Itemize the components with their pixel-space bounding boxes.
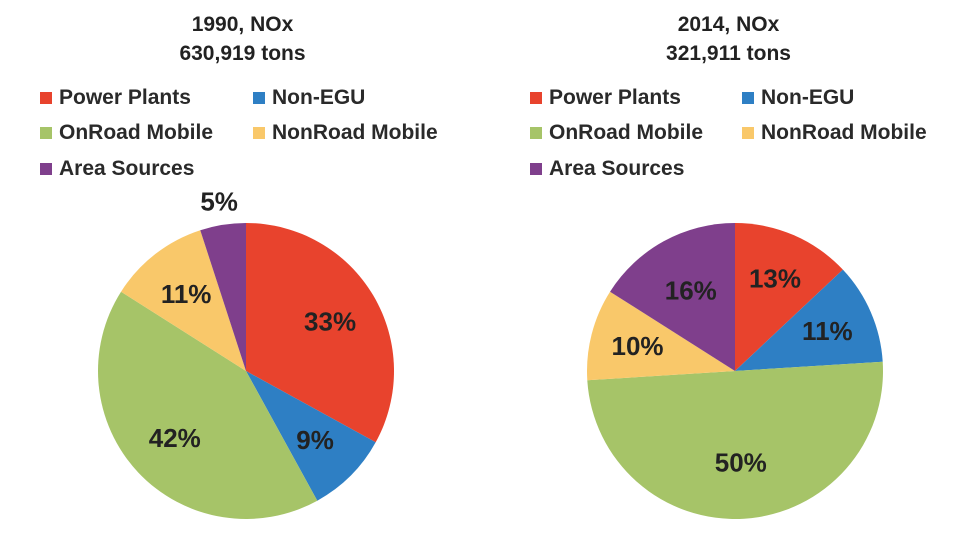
pie-slice-area-sources <box>610 223 735 371</box>
legend-label: OnRoad Mobile <box>549 121 703 144</box>
legend-label: Non-EGU <box>272 86 366 109</box>
pie-plot: 33% 9% 42% 11% 5% <box>97 186 395 519</box>
legend-item-power-plants: Power Plants <box>530 86 681 110</box>
legend-label: Power Plants <box>549 86 681 109</box>
pie-label-non-egu: 9% <box>296 425 334 455</box>
pie-slice-onroad-mobile <box>587 361 883 519</box>
chart-title-line-2: 630,919 tons <box>179 42 306 65</box>
pie-label-onroad-mobile: 50% <box>715 448 767 478</box>
pie-plot: 13%11% 50% 10%16% <box>587 223 883 519</box>
pie-slice-nonroad-mobile <box>587 291 735 381</box>
legend-swatch <box>40 127 52 139</box>
legend-swatch <box>253 127 265 139</box>
chart-title: 1990, NOx 630,919 tons <box>0 10 485 68</box>
chart-title-line-1: 2014, NOx <box>677 13 780 36</box>
legend-swatch <box>40 163 52 175</box>
legend-label: NonRoad Mobile <box>272 121 438 144</box>
chart-title: 2014, NOx 321,911 tons <box>486 10 971 68</box>
pie-slice-nonroad-mobile <box>121 230 246 371</box>
pie-chart-2014: 2014, NOx 321,911 tons Power Plants Non-… <box>486 0 971 551</box>
pie-label-onroad-mobile: 42% <box>149 423 201 453</box>
legend-label: Area Sources <box>549 157 685 180</box>
legend-item-nonroad-mobile: NonRoad Mobile <box>742 121 927 145</box>
pie-slice-non-egu <box>735 269 883 371</box>
pie-label-area-sources: 5% <box>200 186 238 216</box>
legend-item-onroad-mobile: OnRoad Mobile <box>530 121 703 145</box>
pie-label-nonroad-mobile: 10% <box>611 331 663 361</box>
legend-item-onroad-mobile: OnRoad Mobile <box>40 121 213 145</box>
legend-label: Power Plants <box>59 86 191 109</box>
legend-item-non-egu: Non-EGU <box>253 86 365 110</box>
pie-slice-non-egu <box>246 371 376 501</box>
pie-label-area-sources: 16% <box>665 276 717 306</box>
pie-label-nonroad-mobile: 11% <box>161 279 212 309</box>
legend-item-non-egu: Non-EGU <box>742 86 854 110</box>
legend-item-area-sources: Area Sources <box>40 157 194 181</box>
legend-swatch <box>530 92 542 104</box>
pie-label-non-egu: 11% <box>802 316 853 346</box>
pie-slice-onroad-mobile <box>97 291 318 519</box>
legend-label: OnRoad Mobile <box>59 121 213 144</box>
legend-label: Area Sources <box>59 157 195 180</box>
pie-label-power-plants: 33% <box>304 306 356 336</box>
legend: Power Plants Non-EGU OnRoad Mobile NonRo… <box>0 84 485 194</box>
legend-label: Non-EGU <box>761 86 855 109</box>
legend-item-power-plants: Power Plants <box>40 86 191 110</box>
legend-item-nonroad-mobile: NonRoad Mobile <box>253 121 438 145</box>
pie-slice-power-plants <box>246 223 395 443</box>
legend-swatch <box>530 127 542 139</box>
pie-slice-power-plants <box>735 223 843 371</box>
chart-title-line-1: 1990, NOx <box>191 13 294 36</box>
pie-chart-1990: 1990, NOx 630,919 tons Power Plants Non-… <box>0 0 485 551</box>
legend-label: NonRoad Mobile <box>761 121 927 144</box>
legend-swatch <box>742 92 754 104</box>
legend-swatch <box>40 92 52 104</box>
legend-swatch <box>530 163 542 175</box>
legend-swatch <box>253 92 265 104</box>
legend-item-area-sources: Area Sources <box>530 157 684 181</box>
legend-swatch <box>742 127 754 139</box>
chart-title-line-2: 321,911 tons <box>666 42 791 65</box>
pie-label-power-plants: 13% <box>749 264 801 294</box>
pie-slice-area-sources <box>200 223 246 371</box>
legend: Power Plants Non-EGU OnRoad Mobile NonRo… <box>486 84 971 194</box>
